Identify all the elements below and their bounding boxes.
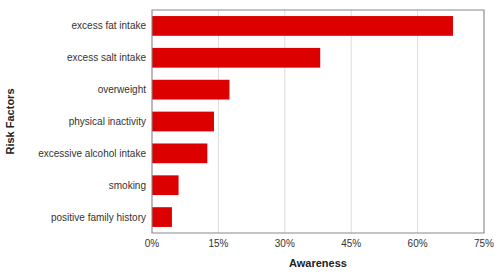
bar xyxy=(152,80,229,100)
y-tick-label: excess fat intake xyxy=(72,20,147,31)
y-axis-label: Risk Factors xyxy=(4,88,16,154)
y-tick-label: smoking xyxy=(109,180,146,191)
y-tick-label: excessive alcohol intake xyxy=(38,148,146,159)
x-tick-label: 75% xyxy=(474,238,494,249)
chart: 0% 15% 30% 45% 60% 75% positive family history… xyxy=(0,0,500,275)
grid-line xyxy=(351,10,352,233)
grid-line xyxy=(218,10,219,233)
y-tick-label: physical inactivity xyxy=(69,116,146,127)
y-tick-label: overweight xyxy=(98,84,147,95)
y-tick-label: excess salt intake xyxy=(67,52,146,63)
plot-background xyxy=(152,10,484,233)
x-axis-label: Awareness xyxy=(289,257,347,269)
plot-frame xyxy=(152,10,484,233)
x-tick-label: 60% xyxy=(408,238,428,249)
bar xyxy=(152,112,214,132)
chart-container: 0% 15% 30% 45% 60% 75% positive family history… xyxy=(0,0,500,275)
y-tick-label: positive family history xyxy=(51,212,146,223)
bar xyxy=(152,16,453,36)
bar xyxy=(152,207,172,227)
x-tick-label: 0% xyxy=(145,238,160,249)
bars xyxy=(152,16,453,227)
bar xyxy=(152,143,207,163)
grid-line xyxy=(417,10,418,233)
x-tick-label: 45% xyxy=(341,238,361,249)
bar xyxy=(152,48,320,68)
bar xyxy=(152,175,179,195)
x-tick-label: 15% xyxy=(208,238,228,249)
grid-line xyxy=(284,10,285,233)
x-tick-label: 30% xyxy=(275,238,295,249)
